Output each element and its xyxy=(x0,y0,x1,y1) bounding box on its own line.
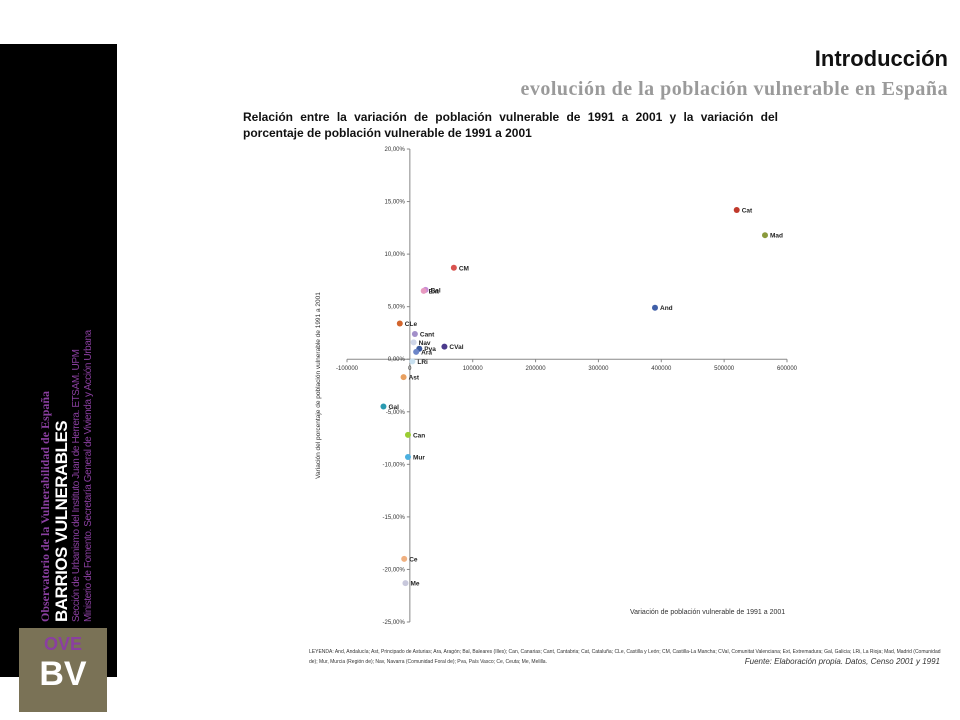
sidebar: Observatorio de la Vulnerabilidad de Esp… xyxy=(0,44,118,712)
page-title: Introducción xyxy=(814,46,948,71)
x-tick-label: 400000 xyxy=(651,366,672,372)
point-label: CVal xyxy=(449,344,463,351)
x-tick-label: -100000 xyxy=(336,366,359,372)
project-name: BARRIOS VULNERABLES xyxy=(52,420,71,622)
chart-title: Relación entre la variación de población… xyxy=(243,110,778,140)
point-label: Nav xyxy=(419,340,431,347)
point-label: Cant xyxy=(420,331,435,338)
point-label: Mur xyxy=(413,454,425,461)
data-point xyxy=(420,287,427,294)
point-label: CLe xyxy=(405,321,418,328)
page-subtitle: evolución de la población vulnerable en … xyxy=(520,78,948,100)
data-point xyxy=(652,304,658,311)
data-point xyxy=(396,320,403,327)
point-label: Can xyxy=(413,432,425,439)
logo-bottom-text: BV xyxy=(39,655,87,693)
point-label: Me xyxy=(410,581,419,588)
point-label: Mad xyxy=(770,233,783,240)
observatory-name: Observatorio de la Vulnerabilidad de Esp… xyxy=(38,390,52,622)
sidebar-vertical-text: Observatorio de la Vulnerabilidad de Esp… xyxy=(38,82,118,622)
x-tick-label: 0 xyxy=(408,366,412,372)
y-tick-label: -10,00% xyxy=(382,462,405,468)
data-point xyxy=(413,348,420,355)
y-tick-label: -25,00% xyxy=(382,620,405,626)
y-axis-label: Variación del porcentaje de población vu… xyxy=(315,292,322,479)
data-point xyxy=(380,403,387,410)
point-label: Bal xyxy=(431,287,441,294)
data-point xyxy=(733,206,740,213)
y-tick-label: -5,00% xyxy=(386,410,406,416)
scatter-chart: 20,00% 15,00% 10,00% 5,00% 0,00% -5,00% -10,00… xyxy=(315,147,798,626)
point-label: Pva xyxy=(424,346,436,353)
ministry-name: Ministerio de Fomento. Secretaría Genera… xyxy=(83,330,94,622)
data-point xyxy=(401,555,408,562)
data-point xyxy=(441,343,448,350)
y-tick-label: -20,00% xyxy=(382,567,405,573)
data-point xyxy=(404,431,411,438)
point-label: Ara xyxy=(421,349,432,356)
point-label: LRi xyxy=(417,359,428,366)
institution-name: Sección de Urbanismo del Instituto Juan … xyxy=(71,349,82,622)
point-label: Ce xyxy=(409,556,418,563)
x-tick-label: 300000 xyxy=(588,366,609,372)
x-tick-label: 600000 xyxy=(777,366,798,372)
data-point xyxy=(404,453,411,460)
point-label: Ext xyxy=(429,288,440,295)
y-tick-label: 20,00% xyxy=(384,147,405,153)
y-tick-label: 15,00% xyxy=(384,200,405,206)
chart-legend-text: LEYENDA: And, Andalucía; Ast, Principado… xyxy=(309,649,941,665)
data-point xyxy=(410,339,417,346)
y-tick-label: 10,00% xyxy=(384,252,405,258)
point-label: Gal xyxy=(388,404,399,411)
x-axis-label: Variación de población vulnerable de 199… xyxy=(630,609,785,616)
point-label: And xyxy=(660,305,673,312)
data-point xyxy=(409,358,416,365)
x-tick-label: 500000 xyxy=(714,366,735,372)
y-tick-label: 5,00% xyxy=(388,305,406,311)
data-point xyxy=(402,580,409,587)
y-tick-label: 0,00% xyxy=(388,357,406,363)
data-point xyxy=(762,232,768,239)
x-tick-label: 200000 xyxy=(526,366,547,372)
point-label: Ast xyxy=(409,375,420,382)
data-point xyxy=(400,374,407,381)
x-tick-label: 100000 xyxy=(463,366,484,372)
data-point xyxy=(450,264,457,271)
logo-top-text: OVE xyxy=(43,634,82,654)
data-point xyxy=(411,330,418,337)
source-note: Fuente: Elaboración propia. Datos, Censo… xyxy=(744,657,940,666)
ove-bv-logo: OVE BV xyxy=(19,628,107,712)
point-label: Cat xyxy=(742,207,753,214)
axes-layer: 20,00% 15,00% 10,00% 5,00% 0,00% -5,00% -10,00… xyxy=(336,147,798,626)
y-tick-label: -15,00% xyxy=(382,515,405,521)
point-label: CM xyxy=(459,265,469,272)
